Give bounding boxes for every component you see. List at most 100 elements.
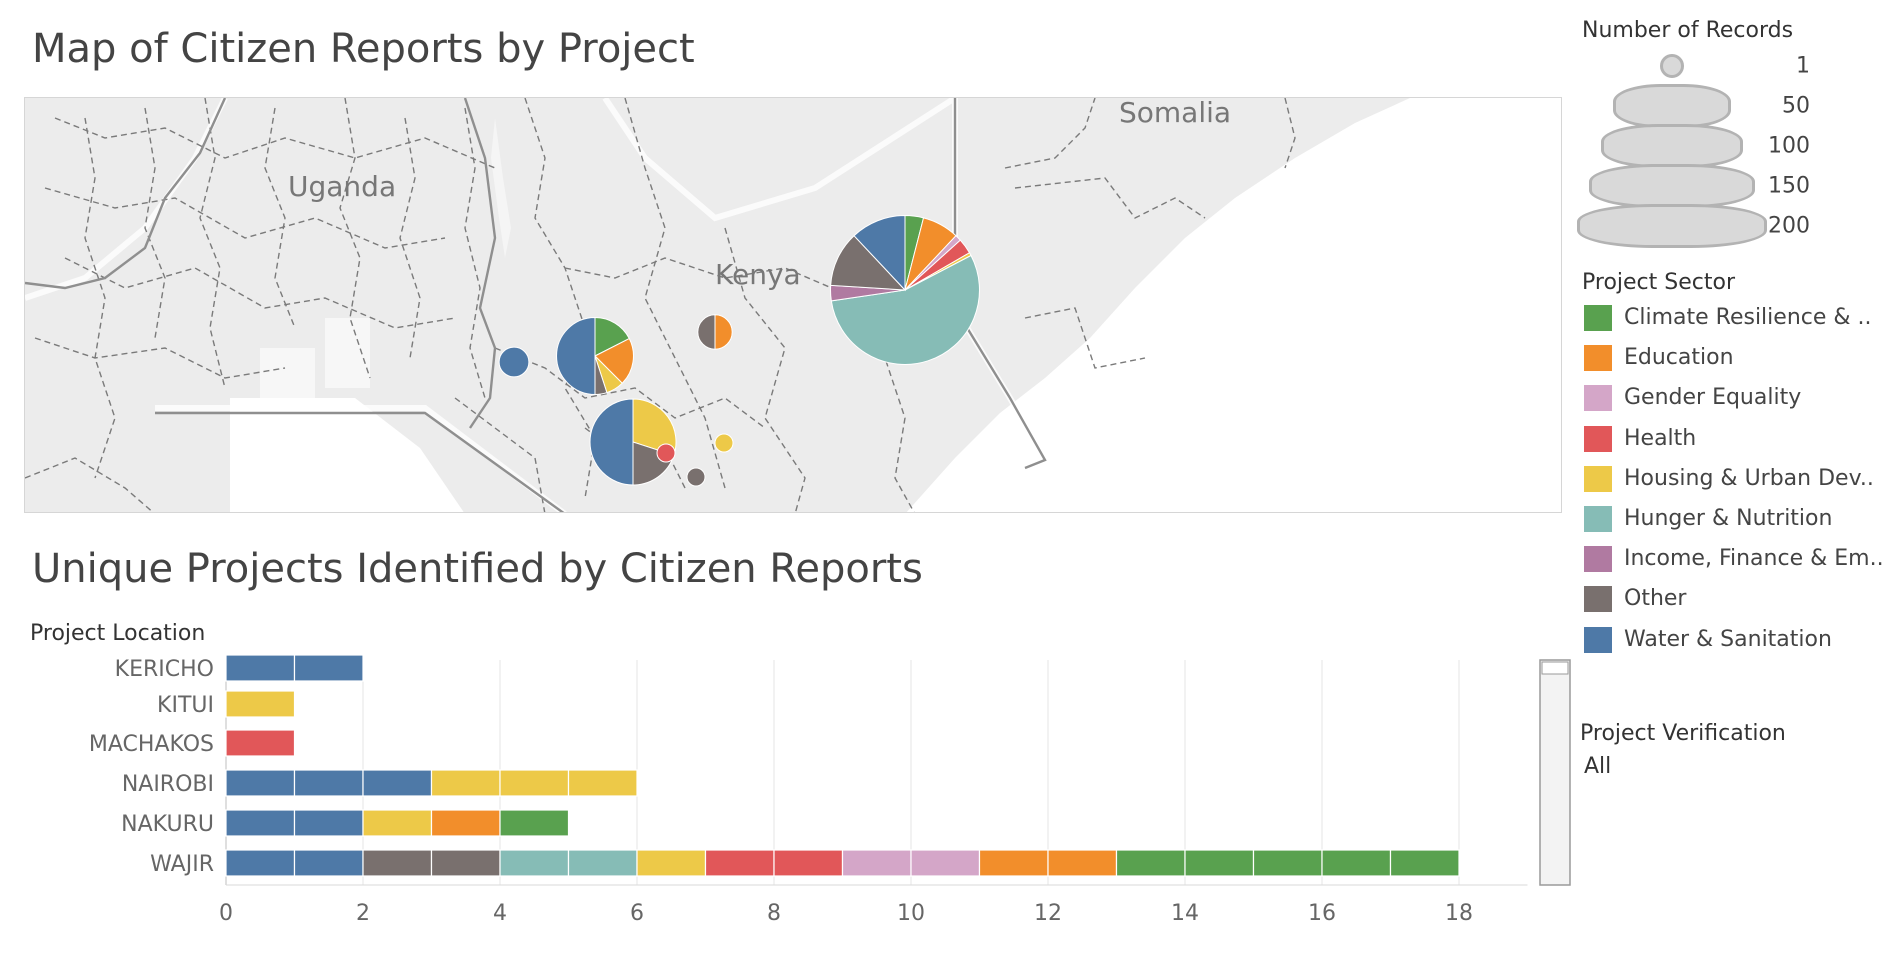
bar-segment[interactable]: [841, 849, 912, 877]
pie-slice[interactable]: [714, 433, 734, 453]
bar-segment[interactable]: [1252, 849, 1323, 877]
bar-segment[interactable]: [978, 849, 1049, 877]
bar-segment[interactable]: [293, 849, 364, 877]
pie-slice[interactable]: [853, 215, 906, 292]
size-legend-item: 50: [1580, 84, 1810, 128]
bar-segment[interactable]: [362, 849, 433, 877]
bar-segment[interactable]: [567, 849, 638, 877]
bar-segment[interactable]: [910, 849, 981, 877]
sector-label: Income, Finance & Em..: [1624, 546, 1884, 572]
size-legend-item: 1: [1580, 48, 1810, 84]
map-panel[interactable]: Uganda Kenya Somalia: [24, 97, 1562, 513]
verification-filter-value[interactable]: All: [1584, 754, 1612, 779]
bar-segment[interactable]: [1321, 849, 1392, 877]
bar-segment[interactable]: [1047, 849, 1118, 877]
bar-segment[interactable]: [1389, 849, 1460, 877]
pie-slice[interactable]: [697, 314, 716, 350]
bar-segment[interactable]: [567, 769, 638, 797]
sector-legend-item[interactable]: Hunger & Nutrition: [1584, 504, 1894, 534]
map-pie[interactable]: [697, 314, 733, 350]
bar-segment[interactable]: [1115, 849, 1186, 877]
bar-segment[interactable]: [499, 769, 570, 797]
bar-segment[interactable]: [636, 849, 707, 877]
sector-swatch: [1584, 626, 1612, 653]
bar-segment[interactable]: [293, 809, 364, 837]
bar-segment[interactable]: [362, 769, 433, 797]
pie-slice[interactable]: [589, 398, 634, 486]
map-pie[interactable]: [830, 215, 980, 365]
map-pie[interactable]: [656, 443, 676, 463]
sector-label: Hunger & Nutrition: [1624, 506, 1833, 531]
sector-legend-item[interactable]: Housing & Urban Dev..: [1584, 464, 1894, 494]
bar-segment[interactable]: [499, 809, 570, 837]
bar-marks[interactable]: [225, 654, 1460, 877]
pie-slice[interactable]: [556, 317, 596, 395]
y-axis-title: Project Location: [30, 621, 205, 646]
sector-swatch: [1584, 345, 1612, 372]
size-legend-title: Number of Records: [1582, 18, 1794, 43]
x-axis-ticks: 0 2 4 6 8 10 12 14 16 18: [219, 901, 1473, 926]
sector-legend-item[interactable]: Water & Sanitation: [1584, 625, 1894, 655]
sector-legend-item[interactable]: Climate Resilience & ..: [1584, 303, 1894, 333]
bar-segment[interactable]: [1184, 849, 1255, 877]
bar-segment[interactable]: [225, 849, 296, 877]
sector-label: Other: [1624, 586, 1687, 612]
map-pie[interactable]: [686, 467, 706, 487]
pie-slice[interactable]: [632, 398, 677, 456]
y-axis-labels: KERICHO KITUI MACHAKOS NAIROBI NAKURU WAJIR: [89, 657, 214, 877]
map-pie[interactable]: [589, 398, 677, 486]
map-pie[interactable]: [714, 433, 734, 453]
map-pie[interactable]: [498, 346, 530, 378]
map-pie[interactable]: [556, 317, 634, 395]
size-legend-bubble: [1601, 124, 1743, 168]
country-label: Kenya: [715, 258, 801, 291]
sector-swatch: [1584, 385, 1612, 412]
map-title: Map of Citizen Reports by Project: [32, 26, 695, 72]
y-category-label: WAJIR: [150, 852, 214, 877]
bar-segment[interactable]: [225, 729, 296, 757]
size-legend-bubble: [1660, 54, 1684, 78]
pie-slice[interactable]: [498, 346, 530, 378]
x-tick-label: 8: [767, 901, 781, 926]
bar-segment[interactable]: [225, 690, 296, 718]
pie-slice[interactable]: [686, 467, 706, 487]
bar-chart-title: Unique Projects Identified by Citizen Re…: [32, 546, 923, 592]
x-tick-label: 14: [1171, 901, 1199, 926]
map-canvas[interactable]: Uganda Kenya Somalia: [25, 98, 1562, 513]
pie-slice[interactable]: [830, 254, 980, 365]
pie-slice[interactable]: [656, 443, 676, 463]
sector-legend-item[interactable]: Income, Finance & Em..: [1584, 544, 1894, 574]
sector-legend-item[interactable]: Other: [1584, 584, 1894, 614]
vertical-scrollbar[interactable]: [1539, 659, 1571, 886]
bar-chart[interactable]: Project Location KERICHO KITUI MACHAKOS NAI…: [0, 620, 1580, 950]
sector-legend-item[interactable]: Health: [1584, 424, 1894, 454]
country-label: Somalia: [1119, 98, 1231, 129]
pie-slice[interactable]: [714, 314, 733, 350]
pie-slice[interactable]: [594, 317, 630, 357]
bar-segment[interactable]: [499, 849, 570, 877]
bar-segment[interactable]: [773, 849, 844, 877]
x-tick-label: 0: [219, 901, 233, 926]
size-legend-bubble: [1589, 164, 1755, 208]
size-legend-label: 1: [1796, 53, 1810, 79]
bar-segment[interactable]: [293, 654, 364, 682]
sector-label: Education: [1624, 345, 1734, 371]
bar-segment[interactable]: [293, 769, 364, 797]
bar-segment[interactable]: [430, 849, 501, 877]
sector-swatch: [1584, 425, 1612, 452]
bar-segment[interactable]: [362, 809, 433, 837]
bar-segment[interactable]: [430, 769, 501, 797]
map-pies[interactable]: [498, 215, 980, 487]
bar-segment[interactable]: [430, 809, 501, 837]
bar-segment[interactable]: [225, 809, 296, 837]
x-tick-label: 18: [1445, 901, 1473, 926]
sector-legend-item[interactable]: Gender Equality: [1584, 383, 1894, 413]
bar-segment[interactable]: [225, 769, 296, 797]
pie-slice[interactable]: [594, 337, 634, 384]
bar-segment[interactable]: [704, 849, 775, 877]
sector-legend-item[interactable]: Education: [1584, 343, 1894, 373]
size-legend-label: 50: [1782, 93, 1810, 119]
bar-segment[interactable]: [225, 654, 296, 682]
verification-filter-title: Project Verification: [1580, 721, 1786, 746]
sector-label: Water & Sanitation: [1624, 626, 1832, 652]
